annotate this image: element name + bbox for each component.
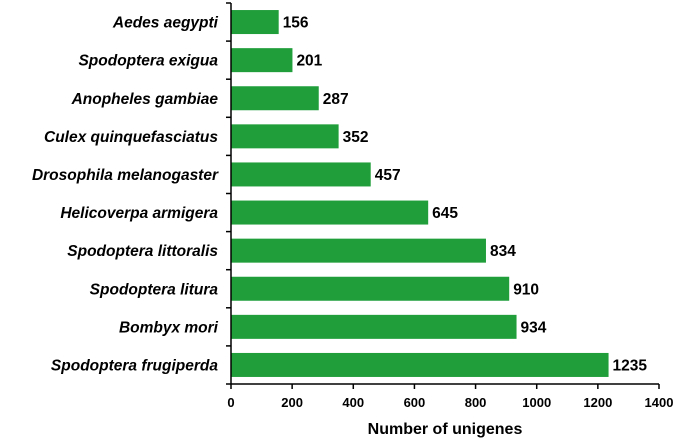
value-labels: 156 201 287 352 457 645 834 910 934 1235 [283, 15, 648, 375]
category-label: Drosophila melanogaster [32, 167, 219, 184]
value-label: 645 [432, 205, 458, 222]
bars-group [231, 10, 609, 377]
x-tick-label: 1200 [583, 395, 612, 410]
value-label: 457 [375, 167, 401, 184]
x-tick-label: 1400 [645, 395, 674, 410]
bar [231, 48, 293, 73]
axes-group: 0 200 400 600 800 1000 1200 1400 [226, 2, 674, 410]
bar [231, 124, 339, 149]
bar [231, 276, 510, 301]
value-label: 910 [513, 281, 539, 298]
bar [231, 200, 429, 225]
bar [231, 238, 486, 263]
category-label: Culex quinquefasciatus [44, 129, 218, 146]
x-tick-label: 0 [227, 395, 234, 410]
bar [231, 86, 319, 111]
bar [231, 10, 279, 35]
x-tick-label: 400 [342, 395, 364, 410]
category-label: Aedes aegypti [112, 15, 219, 32]
bar [231, 314, 517, 339]
value-label: 156 [283, 15, 309, 32]
category-label: Spodoptera littoralis [67, 243, 218, 260]
value-label: 287 [323, 91, 349, 108]
value-label: 1235 [613, 357, 648, 374]
category-label: Helicoverpa armigera [60, 205, 218, 222]
category-label: Spodoptera frugiperda [51, 357, 218, 374]
bar [231, 162, 371, 187]
x-tick-label: 1000 [522, 395, 551, 410]
bar [231, 352, 609, 377]
x-axis-title: Number of unigenes [368, 421, 523, 438]
category-label: Anopheles gambiae [71, 91, 219, 108]
x-tick-label: 800 [465, 395, 487, 410]
x-tick-label: 200 [281, 395, 303, 410]
value-label: 934 [521, 319, 547, 336]
value-label: 201 [296, 53, 322, 70]
category-label: Bombyx mori [119, 319, 219, 336]
x-tick-label: 600 [404, 395, 426, 410]
value-label: 352 [343, 129, 369, 146]
category-label: Spodoptera exigua [78, 53, 218, 70]
value-label: 834 [490, 243, 516, 260]
category-labels: Aedes aegypti Spodoptera exigua Anopheles … [32, 15, 219, 375]
category-label: Spodoptera litura [90, 281, 219, 298]
